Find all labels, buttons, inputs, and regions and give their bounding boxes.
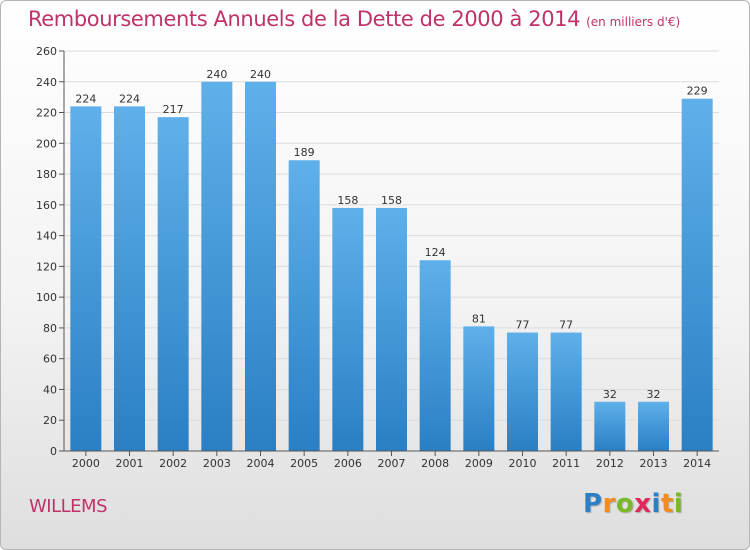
x-tick-label-2014: 2014 — [683, 457, 711, 470]
y-tick-label: 120 — [36, 260, 57, 273]
y-tick-label: 160 — [36, 199, 57, 212]
y-tick-label: 220 — [36, 107, 57, 120]
logo-letter: o — [615, 489, 635, 519]
chart-title-text: Remboursements Annuels de la Dette de 20… — [28, 7, 581, 31]
axes: 0 20 40 60 80 100 120 140 160 180 200 220 240 260 2000… — [36, 45, 719, 470]
logo-letter: P — [583, 489, 603, 519]
unit-note: (en milliers d'€) — [586, 15, 681, 29]
data-label-2005: 189 — [294, 146, 315, 159]
bar-2007 — [376, 207, 407, 451]
data-label-2003: 240 — [206, 68, 227, 81]
y-tick-label: 0 — [50, 445, 57, 458]
data-labels: 224 224 217 240 240 189 158 158 124 81 77 77 32 32 229 — [75, 68, 707, 401]
x-tick-label-2008: 2008 — [421, 457, 449, 470]
bars — [70, 81, 713, 452]
data-label-2011: 77 — [559, 319, 573, 332]
y-tick-label: 180 — [36, 168, 57, 181]
proxiti-logo: Proxiti — [583, 489, 683, 519]
logo-letter: x — [634, 489, 652, 519]
x-tick-label-2011: 2011 — [552, 457, 580, 470]
y-tick-label: 20 — [43, 414, 57, 427]
x-tick-label-2013: 2013 — [640, 457, 668, 470]
x-tick-label-2005: 2005 — [290, 457, 318, 470]
bar-2000 — [70, 106, 102, 451]
y-tick-label: 100 — [36, 291, 57, 304]
x-tick-label-2002: 2002 — [159, 457, 187, 470]
bar-2010 — [507, 332, 538, 451]
bar-2014 — [681, 98, 713, 451]
data-label-2008: 124 — [425, 246, 446, 259]
data-label-2012: 32 — [603, 388, 617, 401]
data-label-2014: 229 — [687, 85, 708, 98]
bar-2011 — [550, 332, 582, 451]
logo-letter: r — [602, 489, 616, 519]
data-label-2013: 32 — [647, 388, 661, 401]
bar-2009 — [463, 326, 495, 451]
bar-2004 — [245, 81, 276, 452]
y-tick-label: 240 — [36, 76, 57, 89]
bar-2006 — [332, 207, 364, 451]
x-tick-label-2003: 2003 — [203, 457, 231, 470]
bar-2008 — [419, 260, 451, 451]
logo-letter: i — [651, 489, 661, 519]
bar-2012 — [594, 401, 626, 451]
x-tick-label-2007: 2007 — [378, 457, 406, 470]
bar-2013 — [638, 401, 669, 451]
x-tick-label-2010: 2010 — [509, 457, 537, 470]
data-label-2009: 81 — [472, 312, 486, 325]
y-tick-label: 260 — [36, 45, 57, 58]
bar-2003 — [201, 81, 233, 452]
data-label-2007: 158 — [381, 194, 402, 207]
y-tick-label: 40 — [43, 383, 57, 396]
commune-name: WILLEMS — [29, 496, 108, 517]
chart-title: Remboursements Annuels de la Dette de 20… — [28, 7, 680, 31]
logo-letter: t — [660, 489, 674, 519]
x-tick-label-2009: 2009 — [465, 457, 493, 470]
data-label-2006: 158 — [337, 194, 358, 207]
x-tick-label-2006: 2006 — [334, 457, 362, 470]
x-tick-label-2004: 2004 — [247, 457, 275, 470]
data-label-2004: 240 — [250, 68, 271, 81]
y-tick-label: 200 — [36, 137, 57, 150]
logo-letter: i — [673, 489, 684, 519]
x-tick-label-2012: 2012 — [596, 457, 624, 470]
y-tick-label: 140 — [36, 230, 57, 243]
x-tick-label-2001: 2001 — [116, 457, 144, 470]
bar-2002 — [157, 117, 189, 452]
x-tick-label-2000: 2000 — [72, 457, 100, 470]
data-label-2000: 224 — [75, 92, 96, 105]
y-tick-label: 60 — [43, 353, 57, 366]
y-tick-label: 80 — [43, 322, 57, 335]
bar-2005 — [288, 160, 320, 451]
data-label-2002: 217 — [163, 103, 184, 116]
bar-2001 — [114, 106, 145, 451]
data-label-2010: 77 — [516, 319, 530, 332]
data-label-2001: 224 — [119, 92, 140, 105]
